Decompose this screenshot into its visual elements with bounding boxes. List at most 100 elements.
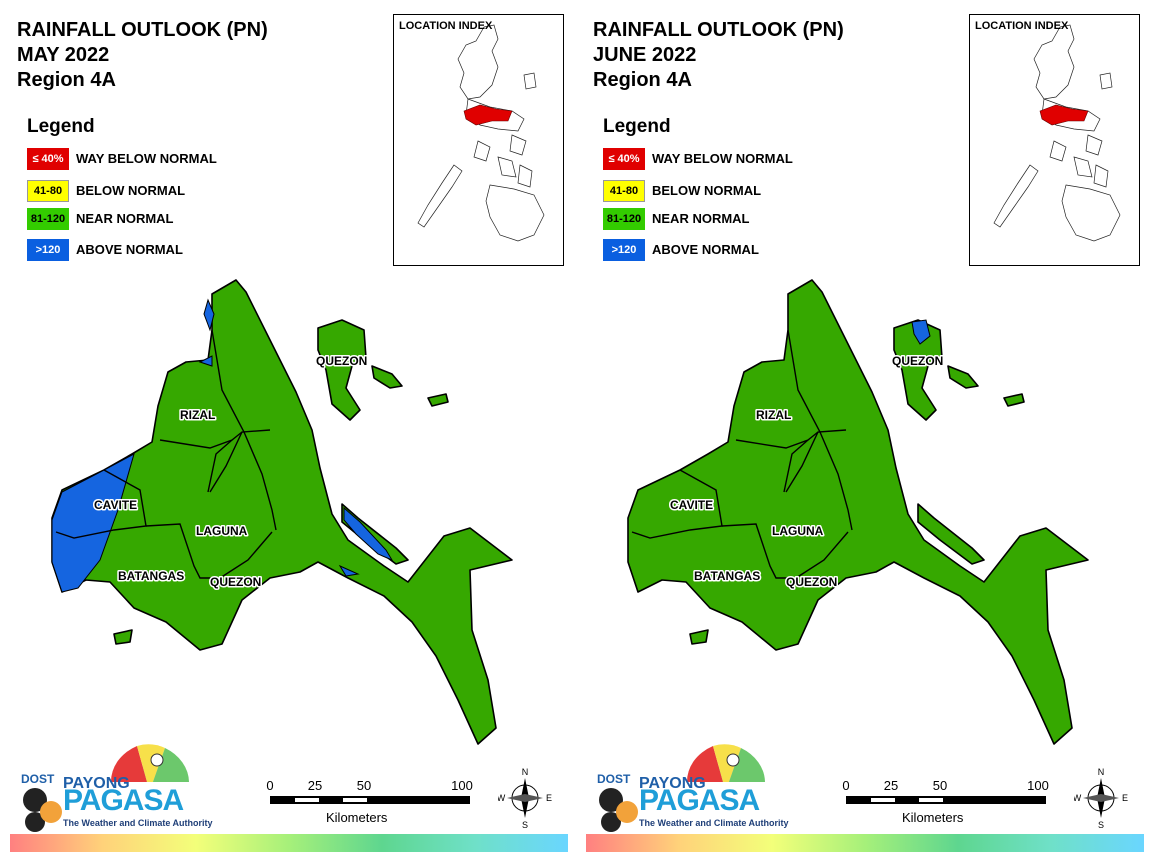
- label-quezon-south: QUEZON: [210, 575, 261, 589]
- scale-tick: 50: [932, 778, 948, 793]
- location-index: LOCATION INDEX: [393, 14, 564, 266]
- label-quezon-south: QUEZON: [786, 575, 837, 589]
- legend-label: ABOVE NORMAL: [76, 242, 183, 257]
- label-laguna: LAGUNA: [196, 524, 248, 538]
- label-cavite: CAVITE: [670, 498, 713, 512]
- label-cavite: CAVITE: [94, 498, 137, 512]
- boundary-batangas: [721, 523, 849, 579]
- label-quezon-north: QUEZON: [316, 354, 367, 368]
- boundary-laguna: [783, 431, 819, 493]
- title-line: RAINFALL OUTLOOK (PN): [17, 19, 268, 41]
- logo-tagline: The Weather and Climate Authority: [63, 818, 213, 828]
- quezon-east-island: [947, 365, 979, 389]
- logo-pagasa: PAGASA: [639, 784, 760, 817]
- scale-unit: Kilometers: [902, 810, 964, 825]
- label-batangas: BATANGAS: [694, 569, 760, 583]
- title-region: Region 4A: [17, 69, 116, 91]
- map-title: RAINFALL OUTLOOK (PN) MAY 2022 Region 4A: [17, 18, 268, 93]
- region-map: RIZAL CAVITE LAGUNA BATANGAS QUEZON QUEZ…: [51, 279, 513, 745]
- color-strip: [586, 834, 1144, 852]
- quezon-north-island: [317, 319, 367, 421]
- scale-tick: 50: [356, 778, 372, 793]
- legend-swatch: >120: [27, 239, 69, 261]
- legend-label: WAY BELOW NORMAL: [652, 151, 793, 166]
- legend-swatch: 81-120: [27, 208, 69, 230]
- above-normal-areas: [51, 298, 394, 593]
- above-normal-areas: [911, 319, 931, 345]
- scale-bar: 0 25 50 100 Kilometers: [264, 778, 474, 828]
- peninsula-island: [341, 503, 409, 565]
- legend-swatch: 41-80: [603, 180, 645, 202]
- boundary-quezon-west: [211, 329, 277, 531]
- region-map: RIZAL CAVITE LAGUNA BATANGAS QUEZON QUEZ…: [627, 279, 1089, 745]
- scale-tick: 25: [883, 778, 899, 793]
- legend-label: BELOW NORMAL: [652, 183, 762, 198]
- umbrella-icon: [599, 744, 765, 832]
- legend-title: Legend: [603, 116, 671, 137]
- umbrella-icon: [23, 744, 189, 832]
- boundary-laguna: [207, 431, 243, 493]
- peninsula-island: [917, 503, 985, 565]
- scale-tick: 100: [1027, 778, 1049, 793]
- title-region: Region 4A: [593, 69, 692, 91]
- legend-swatch: ≤ 40%: [27, 148, 69, 170]
- quezon-north-island: [893, 319, 943, 421]
- may-outlook-panel: RAINFALL OUTLOOK (PN) MAY 2022 Region 4A…: [10, 14, 568, 852]
- label-laguna: LAGUNA: [772, 524, 824, 538]
- location-index-title: LOCATION INDEX: [975, 20, 1069, 32]
- pagasa-logo: DOST PAYONG PAGASA The Weather and Clima…: [17, 742, 213, 834]
- map-title: RAINFALL OUTLOOK (PN) JUNE 2022 Region 4…: [593, 18, 844, 93]
- boundary-batangas: [145, 523, 273, 579]
- quezon-east-island: [371, 365, 403, 389]
- small-island: [427, 393, 449, 407]
- boundary-cavite: [55, 469, 147, 539]
- scale-graphic: [270, 796, 470, 804]
- legend-label: NEAR NORMAL: [652, 211, 750, 226]
- label-batangas: BATANGAS: [118, 569, 184, 583]
- label-quezon-north: QUEZON: [892, 354, 943, 368]
- legend-swatch: ≤ 40%: [603, 148, 645, 170]
- pagasa-logo: DOST PAYONG PAGASA The Weather and Clima…: [593, 742, 789, 834]
- north-arrow-icon: N S E W: [1073, 766, 1128, 830]
- compass-n: N: [1098, 767, 1105, 777]
- logo-dost: DOST: [597, 772, 631, 786]
- small-island: [113, 629, 133, 645]
- north-arrow-icon: N S E W: [497, 766, 552, 830]
- label-rizal: RIZAL: [756, 408, 791, 422]
- title-month: MAY 2022: [17, 44, 110, 66]
- compass-n: N: [522, 767, 529, 777]
- location-index: LOCATION INDEX: [969, 14, 1140, 266]
- compass-e: E: [1122, 793, 1128, 803]
- compass-s: S: [1098, 820, 1104, 830]
- mainland-landmass: [627, 279, 1089, 745]
- logo-payong: PAYONG: [639, 775, 706, 792]
- legend-swatch: 81-120: [603, 208, 645, 230]
- mainland-landmass: [51, 279, 513, 745]
- scale-tick: 0: [266, 778, 274, 793]
- scale-bar: 0 25 50 100 Kilometers: [840, 778, 1050, 828]
- label-rizal: RIZAL: [180, 408, 215, 422]
- logo-dost: DOST: [21, 772, 55, 786]
- logo-payong: PAYONG: [63, 775, 130, 792]
- legend-swatch: 41-80: [27, 180, 69, 202]
- legend-swatch: >120: [603, 239, 645, 261]
- color-strip: [10, 834, 568, 852]
- small-island: [689, 629, 709, 645]
- boundary-quezon-west: [787, 329, 853, 531]
- logo-tagline: The Weather and Climate Authority: [639, 818, 789, 828]
- title-line: RAINFALL OUTLOOK (PN): [593, 19, 844, 41]
- scale-tick: 0: [842, 778, 850, 793]
- scale-tick: 25: [307, 778, 323, 793]
- compass-e: E: [546, 793, 552, 803]
- legend-label: WAY BELOW NORMAL: [76, 151, 217, 166]
- small-island: [1003, 393, 1025, 407]
- compass-s: S: [522, 820, 528, 830]
- logo-pagasa: PAGASA: [63, 784, 184, 817]
- legend-label: ABOVE NORMAL: [652, 242, 759, 257]
- compass-w: W: [1074, 793, 1082, 803]
- june-outlook-panel: RAINFALL OUTLOOK (PN) JUNE 2022 Region 4…: [576, 0, 1152, 864]
- location-index-title: LOCATION INDEX: [399, 20, 493, 32]
- scale-tick: 100: [451, 778, 473, 793]
- scale-unit: Kilometers: [326, 810, 388, 825]
- title-month: JUNE 2022: [593, 44, 697, 66]
